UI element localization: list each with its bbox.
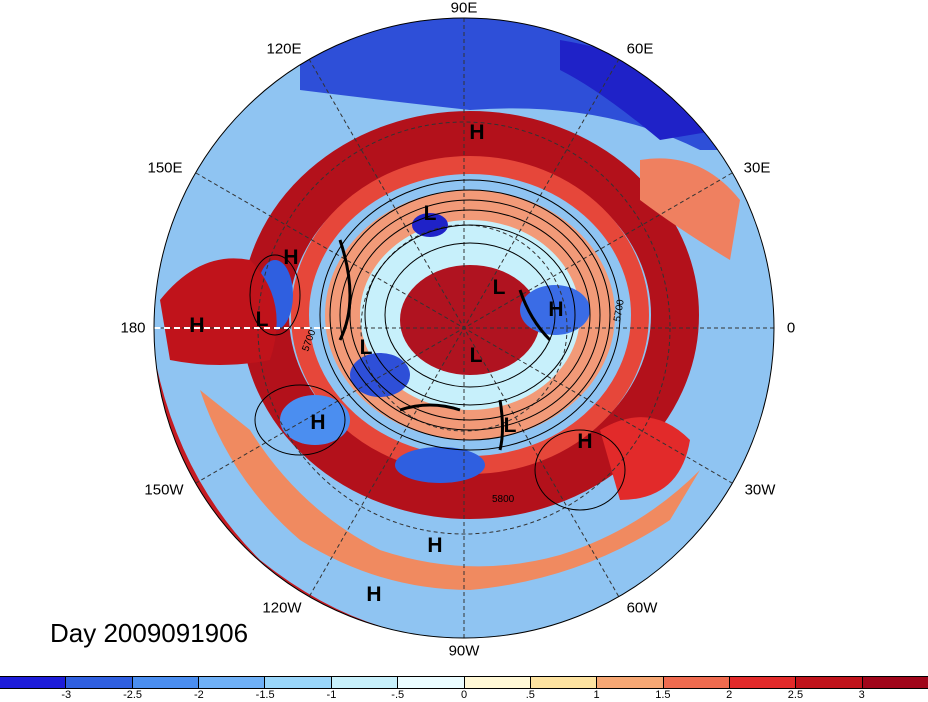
longitude-label: 150E	[147, 159, 183, 177]
colorbar-segment	[464, 677, 531, 688]
colorbar-segment	[132, 677, 200, 688]
contour-label: 5800	[492, 494, 515, 505]
low-pressure-marker: L	[423, 202, 437, 225]
colorbar-tick-label: 2.5	[787, 689, 804, 701]
high-pressure-marker: H	[189, 314, 205, 337]
longitude-label: 120E	[266, 40, 302, 58]
colorbar-segment	[663, 677, 730, 688]
low-pressure-marker: L	[255, 308, 269, 331]
map-boundary	[153, 17, 775, 639]
colorbar-segment	[597, 677, 664, 688]
longitude-label: 90E	[450, 0, 478, 17]
low-pressure-marker: L	[469, 344, 483, 367]
longitude-label: 30W	[744, 481, 776, 499]
high-pressure-marker: H	[469, 121, 485, 144]
longitude-label: 90W	[448, 642, 480, 660]
high-pressure-marker: H	[366, 583, 382, 606]
longitude-label: 0	[786, 319, 796, 337]
colorbar-tick-label: -3	[61, 689, 72, 701]
contour-label: 5700	[612, 298, 627, 322]
polar-stereographic-map: 5700 5700 5800	[153, 17, 775, 639]
colorbar-tick-label: -2	[193, 689, 204, 701]
low-pressure-marker: L	[492, 276, 506, 299]
longitude-label: 120W	[262, 599, 302, 617]
colorbar-segment	[729, 677, 797, 688]
colorbar-segment	[66, 677, 133, 688]
longitude-label: 60W	[626, 599, 658, 617]
colorbar-tick-label: 1.5	[655, 689, 671, 701]
longitude-label: 180	[120, 319, 146, 337]
high-pressure-marker: H	[283, 246, 299, 269]
colorbar-segment	[398, 677, 465, 688]
colorbar-tick-label: 1	[593, 689, 600, 701]
colorbar-tick-label: 2	[726, 689, 733, 701]
low-pressure-marker: L	[359, 336, 373, 359]
height-contours	[249, 179, 626, 511]
colorbar-segment	[862, 677, 928, 688]
longitude-label: 150W	[144, 481, 184, 499]
colorbar-segment	[265, 677, 332, 688]
colorbar-tick-label: 0	[460, 689, 468, 701]
colorbar-tick-label: -2.5	[123, 689, 143, 701]
colorbar	[0, 676, 928, 689]
colorbar-segment	[530, 677, 598, 688]
high-pressure-marker: H	[577, 430, 593, 453]
colorbar-segment	[796, 677, 863, 688]
colorbar-tick-label: -1	[326, 689, 337, 701]
high-pressure-marker: H	[548, 298, 564, 321]
longitude-label: 30E	[743, 159, 771, 177]
colorbar-segment	[199, 677, 266, 688]
colorbar-segment	[331, 677, 399, 688]
high-pressure-marker: H	[310, 411, 326, 434]
high-pressure-marker: H	[427, 534, 443, 557]
colorbar-tick-label: -.5	[391, 689, 405, 701]
low-pressure-marker: L	[503, 414, 517, 437]
colorbar-segment	[0, 677, 67, 688]
page-title: Day 2009091906	[50, 618, 249, 648]
longitude-label: 60E	[626, 40, 654, 58]
colorbar-tick-label: 3	[858, 689, 865, 701]
colorbar-tick-label: .5	[525, 689, 535, 701]
colorbar-tick-label: -1.5	[255, 689, 275, 701]
